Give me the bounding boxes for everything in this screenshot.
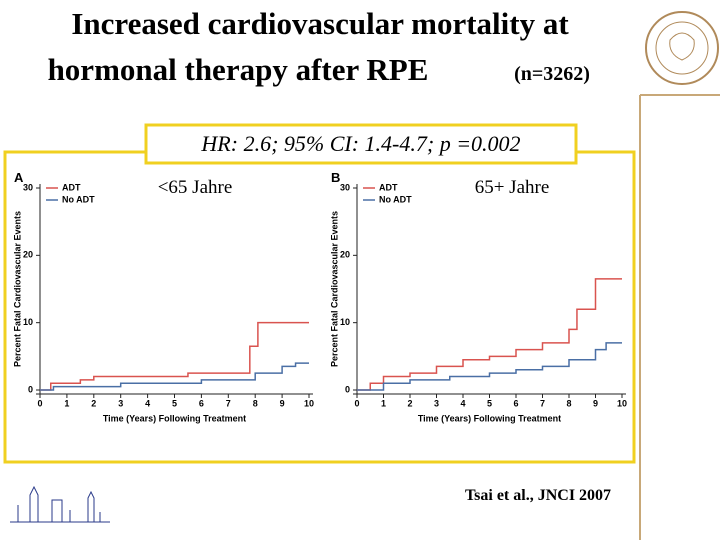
x-tick-label: 6	[199, 398, 204, 408]
x-tick-label: 4	[460, 398, 465, 408]
hr-text: HR: 2.6; 95% CI: 1.4-4.7; p =0.002	[200, 131, 520, 156]
x-tick-label: 8	[566, 398, 571, 408]
series-line	[357, 342, 622, 391]
x-tick-label: 3	[434, 398, 439, 408]
legend-label: No ADT	[62, 194, 95, 204]
x-tick-label: 5	[172, 398, 177, 408]
x-tick-label: 6	[513, 398, 518, 408]
title-note: (n=3262)	[514, 63, 590, 85]
annotation: <65 Jahre	[158, 177, 233, 198]
series-line	[40, 362, 309, 391]
x-tick-label: 1	[64, 398, 69, 408]
panel-label: A	[14, 170, 24, 185]
logo	[645, 11, 719, 85]
annotation: 65+ Jahre	[475, 177, 550, 198]
y-tick-label: 0	[28, 384, 33, 394]
legend-label: ADT	[62, 182, 81, 192]
y-tick-label: 20	[23, 250, 33, 260]
citation: Tsai et al., JNCI 2007	[465, 487, 611, 504]
x-tick-label: 0	[37, 398, 42, 408]
legend-label: ADT	[379, 182, 398, 192]
x-axis-label: Time (Years) Following Treatment	[103, 413, 246, 423]
x-tick-label: 1	[381, 398, 386, 408]
x-tick-label: 9	[280, 398, 285, 408]
legend-label: No ADT	[379, 194, 412, 204]
title-line: hormonal therapy after RPE	[48, 52, 429, 87]
series-line	[357, 278, 622, 391]
x-tick-label: 9	[593, 398, 598, 408]
skyline	[10, 485, 110, 523]
y-axis-label: Percent Fatal Cardiovascular Events	[329, 211, 339, 367]
y-tick-label: 10	[23, 317, 33, 327]
x-tick-label: 2	[91, 398, 96, 408]
x-tick-label: 4	[145, 398, 150, 408]
y-tick-label: 10	[340, 317, 350, 327]
panel-label: B	[331, 170, 340, 185]
x-tick-label: 7	[226, 398, 231, 408]
y-axis-label: Percent Fatal Cardiovascular Events	[12, 211, 22, 367]
y-tick-label: 20	[340, 250, 350, 260]
x-tick-label: 2	[407, 398, 412, 408]
series-line	[40, 321, 309, 391]
x-tick-label: 8	[253, 398, 258, 408]
x-tick-label: 7	[540, 398, 545, 408]
y-tick-label: 0	[345, 384, 350, 394]
x-tick-label: 10	[304, 398, 314, 408]
x-tick-label: 5	[487, 398, 492, 408]
y-tick-label: 30	[23, 182, 33, 192]
x-axis-label: Time (Years) Following Treatment	[418, 413, 561, 423]
title-line: Increased cardiovascular mortality at	[71, 6, 569, 41]
y-tick-label: 30	[340, 182, 350, 192]
x-tick-label: 3	[118, 398, 123, 408]
x-tick-label: 0	[354, 398, 359, 408]
hr-box	[144, 123, 578, 165]
x-tick-label: 10	[617, 398, 627, 408]
